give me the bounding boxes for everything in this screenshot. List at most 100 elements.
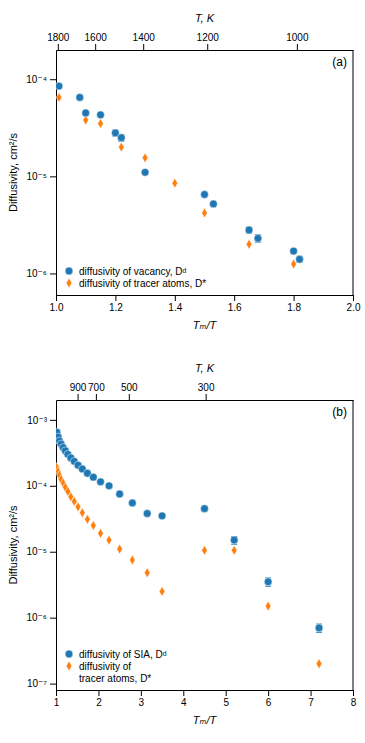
legend-marker bbox=[65, 267, 73, 275]
point bbox=[254, 234, 262, 242]
tick-mark bbox=[50, 684, 56, 685]
point bbox=[142, 153, 148, 163]
tick-label: 6 bbox=[266, 697, 272, 708]
tick: 3 bbox=[139, 690, 145, 708]
point bbox=[265, 601, 271, 611]
point bbox=[128, 499, 136, 507]
y-axis: 10⁻⁶ 10⁻⁵ 10⁻⁴ bbox=[26, 51, 56, 296]
point bbox=[143, 510, 151, 518]
tick-label: 1 bbox=[54, 697, 60, 708]
error-bar bbox=[265, 578, 271, 586]
point bbox=[210, 200, 218, 208]
tick-mark bbox=[78, 394, 79, 400]
series bbox=[56, 92, 296, 268]
tick-mark bbox=[50, 486, 56, 487]
tick-mark bbox=[311, 690, 312, 696]
point bbox=[144, 568, 150, 578]
tick: 1.4 bbox=[168, 295, 182, 313]
tick-label: 1.6 bbox=[228, 302, 242, 313]
axis-line bbox=[57, 400, 354, 401]
tick: 1 bbox=[54, 690, 60, 708]
series bbox=[56, 462, 322, 668]
tick-mark bbox=[98, 690, 99, 696]
tick: 10⁻⁴ bbox=[26, 480, 56, 491]
x2-axis-title: T, K bbox=[195, 362, 215, 374]
error-bar bbox=[118, 134, 124, 141]
tick-mark bbox=[50, 176, 56, 177]
x-axis-title: Tₘ/T bbox=[193, 319, 218, 331]
x2-axis: 900700 500 300 bbox=[57, 382, 354, 401]
tick-label: 2 bbox=[96, 697, 102, 708]
tick-label: 10⁻⁶ bbox=[26, 612, 47, 623]
tick-label: 2.0 bbox=[347, 302, 361, 313]
tick-label: 1.4 bbox=[168, 302, 182, 313]
point bbox=[75, 502, 81, 512]
point bbox=[97, 478, 105, 486]
legend-marker bbox=[66, 278, 72, 288]
legend-label: diffusivity of SIA, Dᵈ bbox=[79, 649, 167, 660]
tick: 10⁻³ bbox=[27, 415, 56, 426]
tick: 1800 bbox=[47, 32, 70, 50]
point bbox=[97, 111, 105, 119]
tick-label: 10⁻⁴ bbox=[26, 480, 47, 491]
tick-mark bbox=[50, 79, 56, 80]
x-axis-title: Tₘ/T bbox=[193, 714, 218, 726]
tick-mark bbox=[56, 690, 57, 696]
tick: 10⁻⁵ bbox=[26, 171, 56, 182]
tick-mark bbox=[234, 295, 235, 301]
tick-mark bbox=[353, 295, 354, 301]
marks bbox=[56, 82, 303, 269]
tick-mark bbox=[58, 44, 59, 50]
tick: 1000 bbox=[286, 32, 309, 50]
error-bar bbox=[231, 537, 237, 545]
tick-mark bbox=[294, 295, 295, 301]
error-bar bbox=[297, 256, 303, 262]
tick-label: 1000 bbox=[286, 32, 309, 43]
figure: 1.01.21.41.61.82.010⁻⁶10⁻⁵10⁻⁴1800160014… bbox=[0, 0, 365, 743]
tick-label: 700 bbox=[88, 382, 105, 393]
frame bbox=[353, 50, 354, 295]
tick-mark bbox=[207, 44, 208, 50]
tick-label: 10⁻³ bbox=[27, 415, 47, 426]
tick-label: 10⁻⁷ bbox=[27, 678, 47, 689]
tick: 4 bbox=[181, 690, 187, 708]
series bbox=[56, 82, 303, 263]
point bbox=[230, 536, 238, 544]
point bbox=[290, 247, 298, 255]
x-axis: 12345678 bbox=[54, 690, 357, 708]
error-bar bbox=[255, 235, 261, 242]
tick: 300 bbox=[198, 382, 215, 400]
tick: 10⁻⁶ bbox=[26, 268, 56, 279]
x2-axis: 18001600140012001000 bbox=[47, 32, 353, 51]
point bbox=[201, 191, 209, 199]
point bbox=[98, 119, 104, 129]
tick-mark bbox=[183, 690, 184, 696]
chart-container: 1.01.21.41.61.82.010⁻⁶10⁻⁵10⁻⁴1800160014… bbox=[0, 0, 365, 743]
axis-line bbox=[57, 690, 354, 691]
tick: 8 bbox=[351, 690, 357, 708]
point bbox=[141, 168, 149, 176]
error-bar bbox=[112, 130, 118, 136]
tick-label: 8 bbox=[351, 697, 357, 708]
tick-label: 500 bbox=[121, 382, 138, 393]
point bbox=[246, 239, 252, 249]
tick: 10⁻⁴ bbox=[26, 74, 56, 85]
panel: 1234567810⁻⁷10⁻⁶10⁻⁵10⁻⁴10⁻³900700500300… bbox=[7, 362, 357, 726]
y-axis: 10⁻⁷ 10⁻⁶ 10⁻⁵ 10⁻⁴ 10⁻³ bbox=[26, 401, 56, 691]
tick-mark bbox=[95, 44, 96, 50]
tick-label: 10⁻⁴ bbox=[26, 74, 47, 85]
tick: 6 bbox=[266, 690, 272, 708]
point bbox=[76, 93, 84, 101]
marks bbox=[56, 428, 323, 668]
tick: 10⁻⁶ bbox=[26, 612, 56, 623]
point bbox=[201, 505, 209, 513]
tick-label: 3 bbox=[139, 697, 145, 708]
tick: 10⁻⁵ bbox=[26, 546, 56, 557]
point bbox=[117, 544, 123, 554]
tick-label: 900 bbox=[70, 382, 87, 393]
tick-label: 1200 bbox=[197, 32, 220, 43]
point bbox=[98, 528, 104, 538]
tick: 1.0 bbox=[50, 295, 64, 313]
tick-mark bbox=[175, 295, 176, 301]
annotation: (b) bbox=[332, 405, 347, 419]
